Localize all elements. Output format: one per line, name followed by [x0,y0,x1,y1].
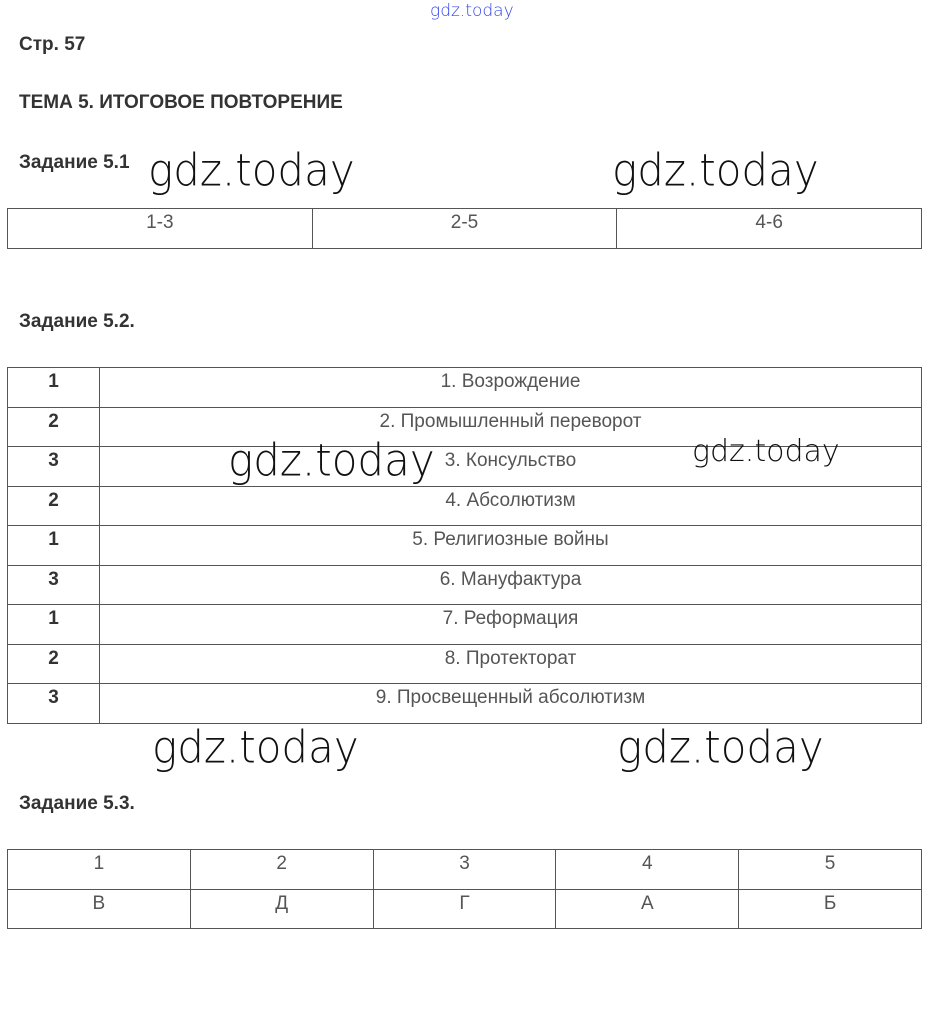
table-cell: А [555,888,740,929]
period-number: 2 [7,643,100,684]
table-row: 1 1. Возрождение [7,367,922,408]
task-title: Задание 5.1 [19,152,130,173]
watermark: gdz.today [148,144,355,197]
table-cell: 5 [738,849,922,890]
table-cell: 2-5 [311,208,618,249]
term-cell: 7. Реформация [99,604,922,645]
table-cell: Г [372,888,557,929]
period-number: 3 [7,683,100,724]
period-number: 1 [7,604,100,645]
table-cell: 4-6 [616,208,922,249]
period-number: 3 [7,564,100,605]
table-cell: 3 [372,849,557,890]
period-number: 1 [7,367,100,408]
term-cell: 8. Протекторат [99,643,922,684]
term-cell: 9. Просвещенный абсолютизм [99,683,922,724]
table-cell: В [7,888,191,929]
page-label: Стр. 57 [19,34,86,55]
period-number: 1 [7,525,100,566]
table-cell: 4 [555,849,740,890]
period-number: 3 [7,446,100,487]
term-cell: 4. Абсолютизм [99,485,922,526]
watermark: gdz.today [152,721,359,774]
table-row: 2 8. Протекторат [7,643,922,684]
task1-table: 1-3 2-5 4-6 [7,208,922,249]
task2-table: 1 1. Возрождение 2 2. Промышленный переворо… [7,367,922,724]
watermark: gdz.today [228,434,435,487]
table-row: 1-3 2-5 4-6 [7,208,922,249]
table-row: 3 6. Мануфактура [7,564,922,605]
term-cell: 6. Мануфактура [99,564,922,605]
table-cell: Б [738,888,922,929]
table-cell: Д [189,888,374,929]
period-number: 2 [7,485,100,526]
term-cell: 1. Возрождение [99,367,922,408]
watermark: gdz.today [692,434,840,469]
topic-title: ТЕМА 5. ИТОГОВОЕ ПОВТОРЕНИЕ [19,92,343,113]
watermark: gdz.today [430,1,514,21]
table-row: 2 4. Абсолютизм [7,485,922,526]
table-cell: 2 [189,849,374,890]
period-number: 2 [7,406,100,447]
watermark: gdz.today [617,721,824,774]
task-title: Задание 5.3. [19,793,135,814]
table-cell: 1-3 [7,208,313,249]
table-cell: 1 [7,849,191,890]
table-row: 3 9. Просвещенный абсолютизм [7,683,922,724]
task-title: Задание 5.2. [19,311,135,332]
table-row: 1 5. Религиозные войны [7,525,922,566]
term-cell: 5. Религиозные войны [99,525,922,566]
table-row: 1 7. Реформация [7,604,922,645]
table-row: 3 3. Консульство [7,446,922,487]
watermark: gdz.today [612,144,819,197]
